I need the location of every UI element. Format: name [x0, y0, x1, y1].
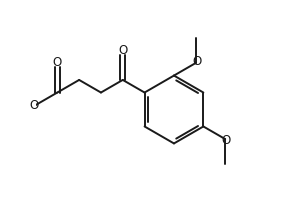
Text: O: O	[192, 55, 201, 68]
Text: O: O	[118, 44, 127, 57]
Text: O: O	[222, 134, 231, 147]
Text: O: O	[53, 57, 62, 69]
Text: O: O	[30, 99, 39, 112]
